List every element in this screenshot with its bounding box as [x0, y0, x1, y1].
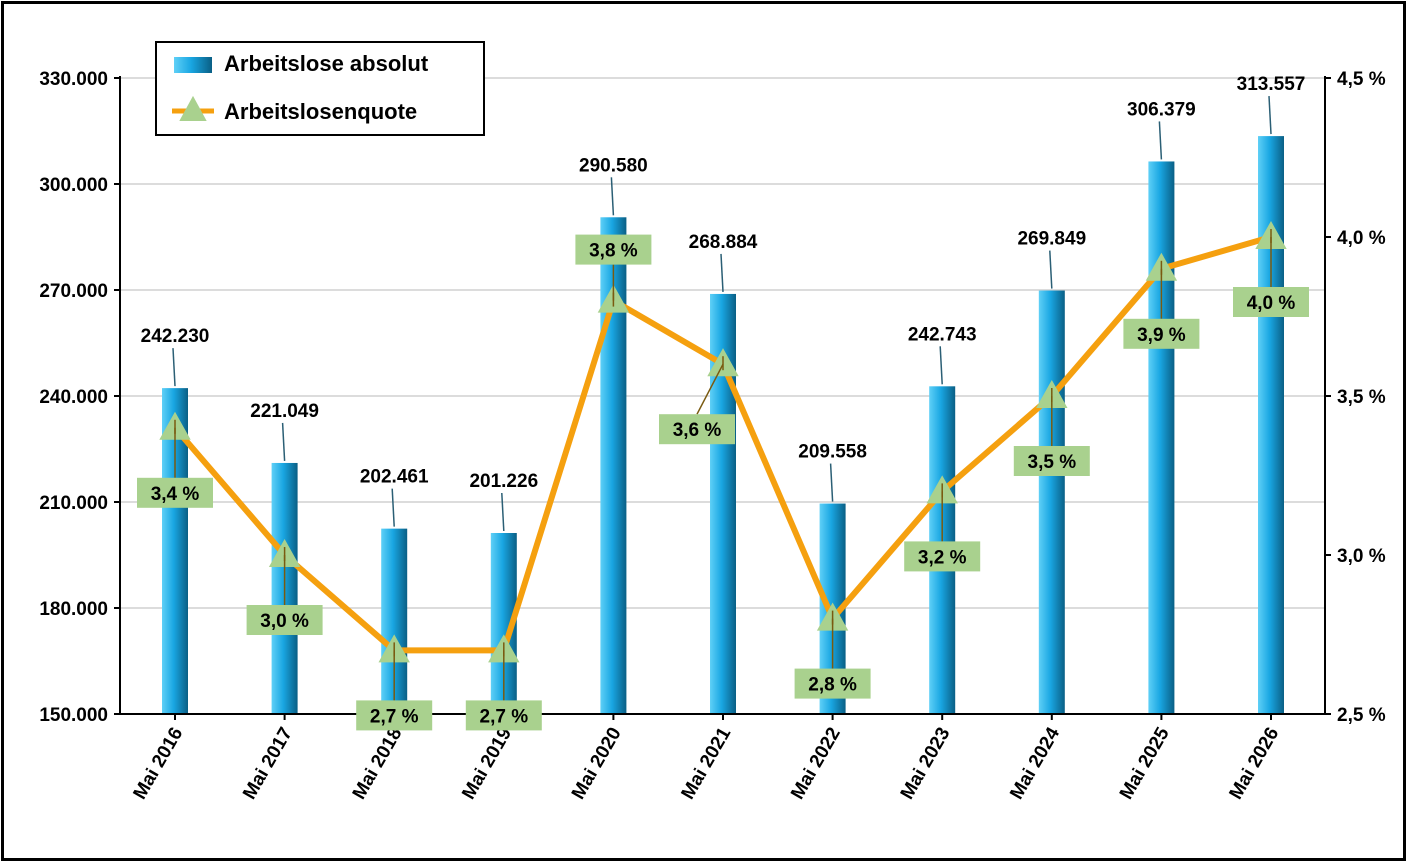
x-tick-label: Mai 2017 — [239, 724, 297, 803]
right-tick-label: 2,5 % — [1337, 705, 1386, 726]
bar — [1038, 290, 1065, 714]
rate-value-label: 2,7 % — [480, 706, 529, 727]
bar-label-leader — [1049, 250, 1053, 289]
left-tick-label: 150.000 — [39, 705, 108, 726]
rate-value-label: 3,9 % — [1137, 325, 1186, 346]
x-tick-label: Mai 2018 — [349, 724, 407, 803]
rate-value-label: 3,6 % — [673, 420, 722, 441]
rate-value-label: 3,5 % — [1028, 452, 1077, 473]
x-tick-label: Mai 2026 — [1226, 724, 1284, 803]
legend: Arbeitslose absolut Arbeitslosenquote — [155, 41, 485, 136]
bar-label-leader — [1158, 121, 1163, 160]
x-tick-label: Mai 2025 — [1116, 724, 1174, 803]
rate-value-label: 3,2 % — [918, 547, 967, 568]
bar-label-leader — [610, 177, 615, 216]
rate-value-label: 3,4 % — [151, 484, 200, 505]
bar-label-leader — [281, 422, 286, 461]
left-tick-label: 240.000 — [39, 387, 108, 408]
rate-label-box — [356, 700, 433, 731]
legend-box — [155, 41, 485, 136]
bar-value-label: 313.557 — [1237, 74, 1306, 95]
x-tick-label: Mai 2022 — [787, 724, 845, 803]
bar-label-leader — [829, 463, 834, 502]
bar-label-leader — [501, 492, 505, 532]
rate-label-box — [1013, 446, 1090, 476]
x-tick-label: Mai 2016 — [130, 724, 188, 803]
right-tick-label: 3,5 % — [1337, 387, 1386, 408]
bar-value-label: 269.849 — [1017, 229, 1086, 250]
rate-label-box — [794, 668, 871, 699]
bar-value-label: 221.049 — [250, 401, 319, 422]
right-tick-label: 4,5 % — [1337, 69, 1386, 90]
bar-label-leader — [939, 346, 943, 385]
bar-value-label: 268.884 — [689, 232, 758, 253]
left-tick-label: 180.000 — [39, 599, 108, 620]
rate-value-label: 2,7 % — [370, 706, 419, 727]
rate-value-label: 3,8 % — [589, 241, 638, 262]
rate-value-label: 2,8 % — [808, 675, 857, 696]
left-tick-label: 270.000 — [39, 281, 108, 302]
x-tick-label: Mai 2019 — [458, 724, 516, 803]
rate-value-label: 4,0 % — [1247, 293, 1296, 314]
legend-marker-icon — [179, 95, 207, 121]
bar-value-label: 201.226 — [469, 471, 538, 492]
bar — [1148, 161, 1175, 714]
rate-label-box — [246, 605, 323, 635]
rate-label-leader — [696, 363, 724, 415]
right-tick-label: 4,0 % — [1337, 228, 1386, 249]
legend-label-bars: Arbeitslose absolut — [224, 51, 429, 76]
rate-label-box — [659, 414, 735, 445]
bar-value-label: 306.379 — [1127, 99, 1196, 120]
rate-label-box — [575, 234, 652, 265]
bar-value-label: 209.558 — [798, 442, 867, 463]
bar-value-label: 202.461 — [360, 467, 429, 488]
x-tick-label: Mai 2024 — [1006, 724, 1064, 803]
rate-label-box — [1123, 318, 1200, 349]
rate-label-box — [465, 700, 542, 731]
bar-value-label: 242.230 — [141, 326, 210, 347]
left-tick-label: 210.000 — [39, 493, 108, 514]
bar-label-leader — [720, 253, 724, 292]
rate-value-label: 3,0 % — [260, 611, 309, 632]
x-tick-label: Mai 2021 — [678, 724, 736, 803]
left-tick-label: 300.000 — [39, 175, 108, 196]
left-tick-label: 330.000 — [39, 69, 108, 90]
right-tick-label: 3,0 % — [1337, 546, 1386, 567]
bar-value-label: 290.580 — [579, 155, 648, 176]
bar-label-leader — [391, 488, 395, 527]
data-labels: 242.230 221.049 202.461 201.226 290.580 268.8… — [137, 74, 1309, 731]
bar-label-leader — [1268, 96, 1272, 135]
legend-label-line: Arbeitslosenquote — [224, 99, 417, 124]
bar-value-label: 242.743 — [908, 324, 977, 345]
bar-label-leader — [172, 348, 176, 387]
x-tick-label: Mai 2020 — [568, 724, 626, 803]
rate-label-box — [137, 477, 213, 508]
rate-label-box — [1233, 287, 1309, 317]
x-tick-label: Mai 2023 — [897, 724, 955, 803]
rate-label-box — [904, 541, 981, 572]
legend-bar-swatch — [174, 57, 212, 73]
